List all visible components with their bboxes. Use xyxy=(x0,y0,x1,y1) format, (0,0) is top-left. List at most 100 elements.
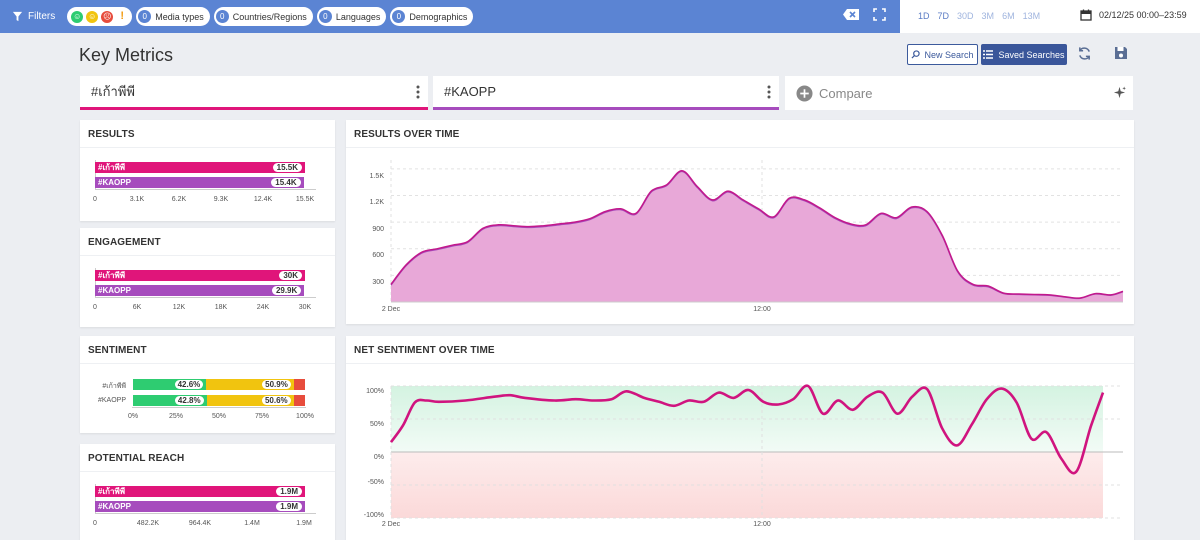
fullscreen-icon[interactable] xyxy=(873,8,886,21)
neutral-face-icon[interactable]: ☺ xyxy=(86,10,99,23)
new-search-button[interactable]: New Search xyxy=(907,44,978,65)
pill-count: 0 xyxy=(215,10,229,23)
more-options-icon[interactable] xyxy=(767,85,771,99)
range-3m[interactable]: 3M xyxy=(981,11,995,21)
range-13m[interactable]: 13M xyxy=(1022,11,1041,21)
demographics-pill[interactable]: 0 Demographics xyxy=(390,7,474,26)
languages-pill[interactable]: 0 Languages xyxy=(316,7,387,26)
engagement-bar-q1: #เก้าพีพี 30K xyxy=(95,270,305,281)
range-30d[interactable]: 30D xyxy=(957,11,974,21)
positive-face-icon[interactable]: ☺ xyxy=(71,10,84,23)
x-tick: 9.3K xyxy=(213,196,229,203)
more-options-icon[interactable] xyxy=(416,85,420,99)
bar-value: 1.9M xyxy=(276,502,302,511)
net-sentiment-chart: 100% 50% 0% -50% -100% 2 Dec 12:00 xyxy=(364,384,1123,528)
results-over-time-card: RESULTS OVER TIME 1.5K 1.2K 900 600 300 … xyxy=(346,120,1134,324)
search-icon xyxy=(911,50,921,59)
y-tick-label: 300 xyxy=(372,279,384,286)
x-tick-label: 2 Dec xyxy=(382,306,401,313)
x-tick: 75% xyxy=(254,413,270,420)
range-6m[interactable]: 6M xyxy=(1002,11,1015,21)
bar-label: #KAOPP xyxy=(98,502,131,511)
refresh-icon[interactable] xyxy=(1077,46,1092,61)
bar-label: #เก้าพีพี xyxy=(98,163,126,172)
results-over-time-title: RESULTS OVER TIME xyxy=(354,129,460,140)
x-tick: 18K xyxy=(214,304,228,311)
sentiment-negative-segment xyxy=(293,379,305,390)
query-tab-1[interactable]: #เก้าพีพี xyxy=(80,76,428,110)
results-line-q1 xyxy=(390,169,1124,299)
media-types-pill[interactable]: 0 Media types xyxy=(136,7,210,26)
segment-value: 42.6% xyxy=(174,380,204,389)
x-tick: 25% xyxy=(168,413,184,420)
y-tick-label: 50% xyxy=(370,421,384,428)
pill-count: 0 xyxy=(138,10,152,23)
bar-label: #เก้าพีพี xyxy=(98,487,126,496)
calendar-icon xyxy=(1080,9,1092,21)
filter-bar: Filters ☺ ☺ ☹ ! 0 Media types 0 Countries/… xyxy=(0,0,900,33)
pill-count: 0 xyxy=(392,10,406,23)
x-tick: 30K xyxy=(298,304,312,311)
saved-searches-label: Saved Searches xyxy=(998,49,1065,60)
sentiment-positive-segment: 42.6% xyxy=(133,379,207,390)
net-sentiment-over-time-card: NET SENTIMENT OVER TIME 100% 50% 0% -50%… xyxy=(346,336,1134,540)
sentiment-positive-segment: 42.8% xyxy=(133,395,207,406)
x-tick-label: 12:00 xyxy=(753,521,771,528)
save-icon[interactable] xyxy=(1114,46,1128,60)
x-tick: 0 xyxy=(93,304,97,311)
filters-label: Filters xyxy=(28,11,56,22)
results-area-q1 xyxy=(391,170,1123,302)
saved-searches-button[interactable]: Saved Searches xyxy=(981,44,1067,65)
card-divider xyxy=(346,147,1134,148)
sentiment-neutral-segment: 50.9% xyxy=(206,379,294,390)
x-tick: 0% xyxy=(127,413,139,420)
x-axis-line xyxy=(95,189,316,190)
x-tick: 0 xyxy=(93,196,97,203)
sentiment-row-label: #KAOPP xyxy=(97,397,126,404)
results-title: RESULTS xyxy=(88,129,135,140)
x-tick: 964.4K xyxy=(188,520,212,527)
results-card: RESULTS #เก้าพีพี 15.5K #KAOPP 15.4K 0 3.1… xyxy=(80,120,335,221)
pill-count: 0 xyxy=(318,10,332,23)
x-tick: 12K xyxy=(172,304,186,311)
pill-label: Countries/Regions xyxy=(232,11,307,22)
x-tick: 100% xyxy=(296,413,314,420)
bar-label: #KAOPP xyxy=(98,178,131,187)
y-tick-label: -50% xyxy=(368,479,384,486)
sentiment-title: SENTIMENT xyxy=(88,345,147,356)
compare-tab[interactable]: Compare xyxy=(785,76,1133,110)
x-tick: 6K xyxy=(132,304,142,311)
engagement-bar-q2: #KAOPP 29.9K xyxy=(95,285,305,296)
x-tick-label: 2 Dec xyxy=(382,521,401,528)
sentiment-card: SENTIMENT #เก้าพีพี #KAOPP 42.6% 50.9% 4… xyxy=(80,336,335,433)
range-1d[interactable]: 1D xyxy=(918,11,930,21)
bar-label: #KAOPP xyxy=(98,286,131,295)
negative-face-icon[interactable]: ☹ xyxy=(101,10,114,23)
range-7d[interactable]: 7D xyxy=(937,11,950,21)
axis-line xyxy=(95,268,96,297)
exclamation-icon[interactable]: ! xyxy=(120,10,125,22)
x-tick: 0 xyxy=(93,520,97,527)
date-picker[interactable]: 02/12/25 00:00–23:59 xyxy=(1080,9,1187,21)
query-tab-2[interactable]: #KAOPP xyxy=(433,76,779,110)
countries-regions-pill[interactable]: 0 Countries/Regions xyxy=(213,7,313,26)
results-over-time-chart: 1.5K 1.2K 900 600 300 2 Dec 12:00 xyxy=(370,160,1124,313)
date-range-text: 02/12/25 00:00–23:59 xyxy=(1099,10,1187,20)
ai-sparkle-icon[interactable] xyxy=(1113,86,1126,99)
new-search-label: New Search xyxy=(924,49,974,60)
sentiment-negative-segment xyxy=(293,395,305,406)
add-circle-icon[interactable] xyxy=(796,84,813,102)
query-2-label: #KAOPP xyxy=(444,84,497,99)
clear-filters-icon[interactable] xyxy=(843,9,859,20)
list-icon xyxy=(983,50,994,59)
x-tick: 6.2K xyxy=(171,196,187,203)
sentiment-filter-pill[interactable]: ☺ ☺ ☹ ! xyxy=(67,7,133,26)
time-range-selector: 1D 7D 30D 3M 6M 13M xyxy=(918,11,1040,21)
bar-value: 29.9K xyxy=(271,286,302,295)
net-sentiment-line xyxy=(389,384,1105,475)
y-tick-label: 600 xyxy=(372,252,384,259)
y-tick-label: 0% xyxy=(374,454,384,461)
bar-value: 15.5K xyxy=(272,163,302,172)
reach-bar-q1: #เก้าพีพี 1.9M xyxy=(95,486,305,497)
filters-button[interactable]: Filters xyxy=(12,11,55,22)
